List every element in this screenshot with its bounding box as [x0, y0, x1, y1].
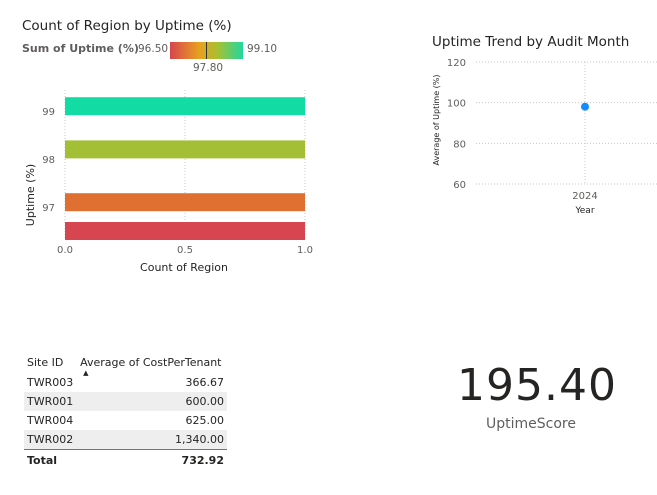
bar-x-tick-label: 1.0 — [297, 245, 313, 256]
table-cell-cost: 366.67 — [185, 376, 225, 389]
bar — [65, 193, 305, 212]
table-cell-cost: 1,340.00 — [77, 430, 227, 450]
table-header-cost-label: Average of CostPerTenant — [80, 355, 222, 369]
bar-x-tick-label: 0.5 — [177, 245, 193, 256]
kpi-value: 195.40 — [457, 360, 617, 411]
line-y-tick-label: 120 — [447, 58, 466, 69]
line-chart-title: Uptime Trend by Audit Month — [432, 34, 630, 50]
cost-table: Site ID Average of CostPerTenant ▲ TWR00… — [24, 351, 227, 470]
bar-y-axis-title: Uptime (%) — [24, 164, 37, 226]
line-y-tick-label: 60 — [453, 180, 466, 191]
table-row[interactable]: TWR001 600.00 — [24, 392, 227, 411]
bar-chart-title: Count of Region by Uptime (%) — [22, 18, 232, 34]
line-y-axis-title: Average of Uptime (%) — [432, 74, 441, 165]
legend-label: Sum of Uptime (%) — [22, 42, 139, 55]
table-cell-site: TWR001 — [24, 392, 78, 411]
bar-y-tick-label: 98 — [42, 155, 55, 166]
line-y-tick-label: 80 — [453, 139, 466, 150]
table-cell-cost: 625.00 — [185, 414, 225, 427]
bar-chart: 99 98 97 0.0 0.5 1.0 Uptime (%) Count of Reg… — [24, 90, 313, 274]
legend-mid-marker — [206, 42, 207, 59]
bar — [65, 97, 305, 116]
table-total-value: 732.92 — [77, 449, 227, 470]
data-point — [581, 102, 589, 111]
table-cell-site: TWR003 — [27, 376, 74, 389]
table-cell-site: TWR002 — [24, 430, 78, 450]
table-cell-cost: 600.00 — [77, 392, 227, 411]
table-cell-site: TWR004 — [27, 414, 74, 427]
table-row[interactable]: TWR003 366.67 — [24, 373, 227, 392]
bar — [65, 140, 305, 159]
kpi-label: UptimeScore — [486, 416, 576, 432]
line-x-axis-title: Year — [574, 206, 594, 216]
bar-y-tick-label: 97 — [42, 203, 55, 214]
sort-ascending-icon: ▲ — [83, 369, 89, 377]
bar — [65, 222, 305, 240]
table-row[interactable]: TWR002 1,340.00 — [24, 430, 227, 450]
line-chart: 60 80 100 120 2024 Average of Uptime (%) Ye… — [432, 58, 657, 216]
legend-max: 99.10 — [247, 43, 278, 55]
table-header-cost[interactable]: Average of CostPerTenant ▲ — [77, 351, 227, 378]
bar-y-tick-label: 99 — [42, 107, 55, 118]
line-x-tick-label: 2024 — [572, 191, 597, 202]
table-total-label: Total — [24, 449, 78, 470]
bar-x-tick-label: 0.0 — [57, 245, 73, 256]
line-y-tick-label: 100 — [447, 99, 466, 110]
legend-min: 96.50 — [138, 43, 169, 55]
table-row[interactable]: TWR004 625.00 — [24, 411, 227, 430]
legend-gradient — [170, 42, 243, 59]
table-header-site[interactable]: Site ID — [27, 355, 64, 369]
bar-x-axis-title: Count of Region — [140, 261, 228, 274]
legend-mid: 97.80 — [193, 62, 224, 74]
